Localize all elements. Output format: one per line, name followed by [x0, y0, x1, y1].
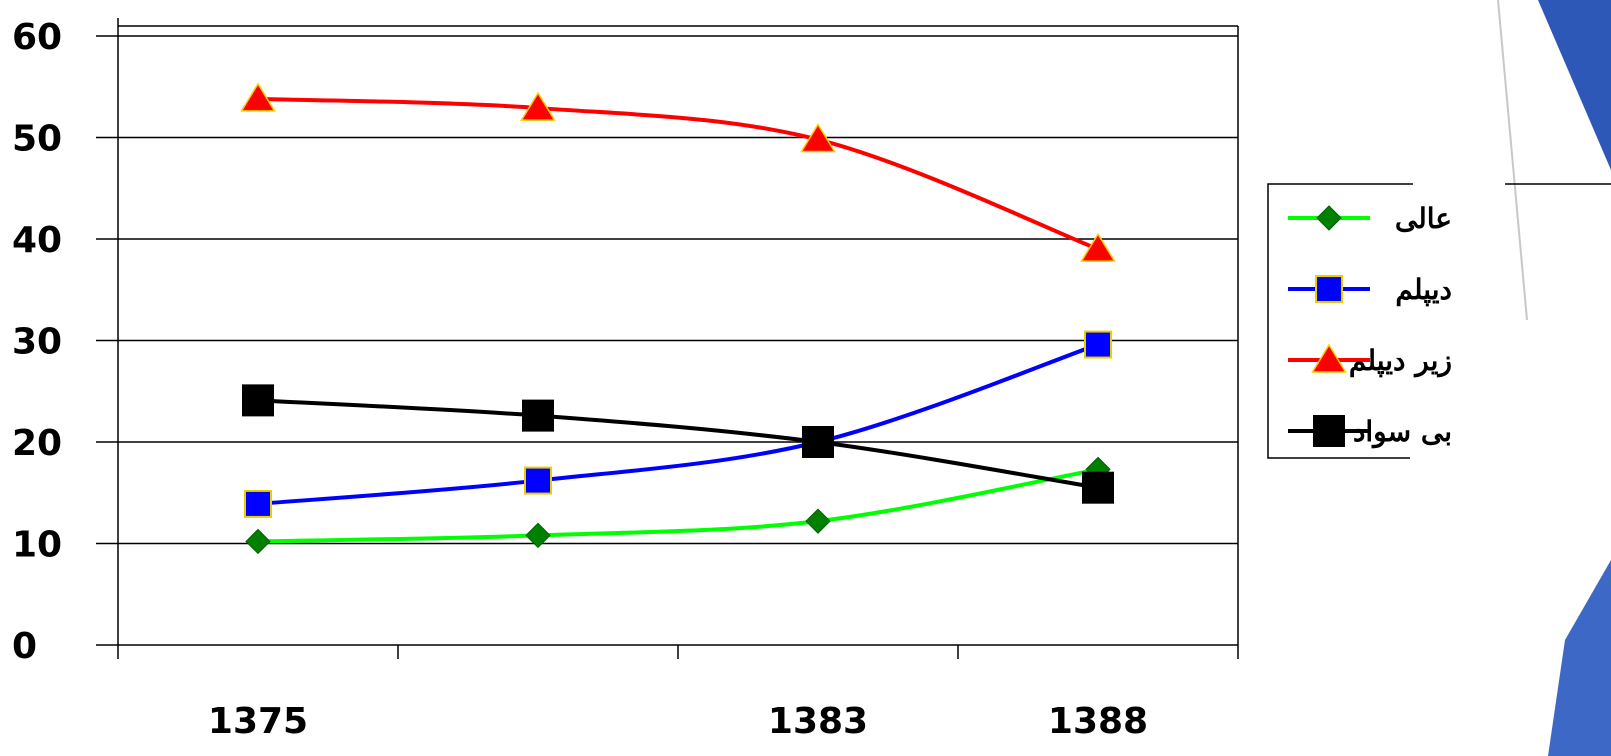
y-tick-label: 0 [12, 626, 37, 667]
series-1 [245, 456, 1111, 555]
data-point [240, 82, 276, 112]
series-4 [242, 384, 1114, 504]
legend-item-3: زیر دیپلم [1288, 343, 1452, 378]
data-point [245, 528, 271, 555]
x-tick-label: 1375 [208, 701, 308, 742]
data-point [522, 399, 554, 432]
data-point [520, 91, 556, 121]
y-tick-label: 20 [12, 423, 62, 464]
legend-item-1: عالی [1288, 202, 1452, 235]
x-tick-label: 1383 [768, 701, 868, 742]
legend-label: دیپلم [1395, 273, 1452, 307]
legend-label: عالی [1395, 202, 1452, 235]
legend-marker [1313, 415, 1345, 447]
data-point [802, 426, 834, 458]
y-tick-label: 60 [12, 17, 62, 58]
y-tick-label: 10 [12, 525, 62, 566]
series-line [257, 398, 1099, 490]
y-tick-label: 50 [12, 119, 62, 160]
data-point [525, 522, 551, 549]
x-tick-label: 1388 [1048, 701, 1148, 742]
data-point [244, 489, 272, 518]
data-point [805, 508, 831, 534]
legend [1267, 183, 1611, 459]
data-point [800, 123, 836, 153]
legend-marker [1316, 205, 1342, 231]
legend-marker [1311, 343, 1347, 373]
series-layer [240, 82, 1116, 555]
legend-label: زیر دیپلم [1349, 344, 1452, 378]
data-point [1084, 330, 1112, 359]
slide-decoration [1497, 0, 1611, 756]
y-tick-label: 40 [12, 220, 62, 261]
series-line [257, 96, 1099, 252]
data-point [524, 466, 552, 495]
legend-marker [1315, 275, 1343, 303]
series-3 [240, 82, 1116, 262]
legend-item-2: دیپلم [1288, 273, 1452, 307]
series-line [257, 467, 1099, 544]
legend-entries: عالی دیپلم زیر دیپلم بی سواد [1288, 202, 1452, 449]
data-point [242, 384, 274, 417]
series-2 [244, 330, 1112, 518]
legend-label: بی سواد [1353, 415, 1452, 449]
y-tick-label: 30 [12, 322, 62, 363]
data-point [1080, 232, 1116, 262]
series-line [257, 342, 1099, 506]
data-point [1082, 471, 1114, 504]
legend-item-4: بی سواد [1288, 415, 1452, 449]
axes: 0 10 20 30 40 50 60 1375 1383 1388 [12, 17, 1239, 742]
